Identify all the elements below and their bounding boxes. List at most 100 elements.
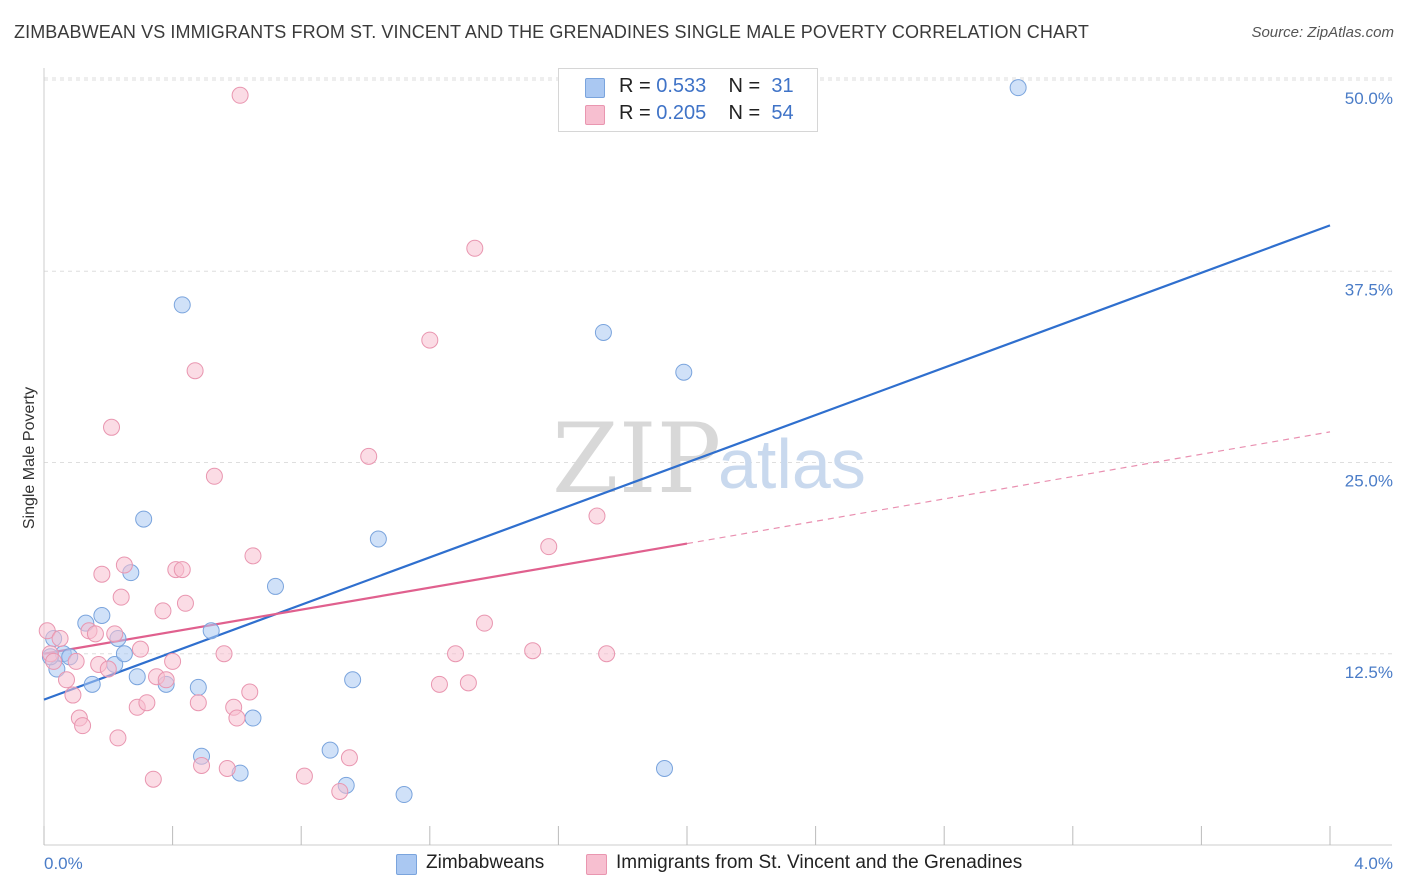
point-immigrants <box>51 629 69 647</box>
point-zimbabweans <box>128 668 146 686</box>
point-immigrants <box>475 614 493 632</box>
watermark-zip: ZIP <box>552 403 721 515</box>
point-immigrants <box>231 86 249 104</box>
point-zimbabweans <box>321 741 339 759</box>
point-immigrants <box>112 588 130 606</box>
point-immigrants <box>154 602 172 620</box>
point-zimbabweans <box>344 671 362 689</box>
y-axis-label: Single Male Poverty <box>21 387 38 529</box>
point-zimbabweans <box>93 607 111 624</box>
point-zimbabweans <box>244 709 262 727</box>
point-immigrants <box>74 717 92 735</box>
legend-n-value: 31 <box>771 75 794 97</box>
legend-n-value: 54 <box>771 102 794 124</box>
point-immigrants <box>430 675 448 693</box>
y-tick-label: 25.0% <box>1345 472 1393 491</box>
point-immigrants <box>93 565 111 583</box>
point-immigrants <box>64 686 82 704</box>
chart-title: ZIMBABWEAN VS IMMIGRANTS FROM ST. VINCEN… <box>14 22 1089 42</box>
point-immigrants <box>106 625 124 643</box>
point-immigrants <box>215 645 233 663</box>
legend-n-label: N = <box>728 75 761 97</box>
point-immigrants <box>103 418 121 436</box>
point-zimbabweans <box>266 577 284 595</box>
trend-lines <box>43 224 1331 701</box>
point-zimbabweans <box>655 760 673 777</box>
point-zimbabweans <box>202 622 220 640</box>
point-immigrants <box>360 447 378 465</box>
point-immigrants <box>45 652 63 670</box>
point-immigrants <box>228 709 246 727</box>
series-swatch-pink <box>586 854 607 875</box>
point-zimbabweans <box>675 363 693 381</box>
point-immigrants <box>186 362 204 380</box>
point-immigrants <box>189 694 207 712</box>
series-name: Zimbabweans <box>426 852 545 873</box>
trend-line-immigrants-extension <box>686 431 1331 545</box>
point-immigrants <box>164 652 182 670</box>
x-tick-label: 0.0% <box>44 854 83 873</box>
point-immigrants <box>86 625 104 643</box>
trend-line-immigrants <box>43 542 688 655</box>
point-zimbabweans <box>1009 79 1027 97</box>
y-tick-label: 50.0% <box>1345 89 1393 108</box>
series-name: Immigrants from St. Vincent and the Gren… <box>616 852 1023 873</box>
point-immigrants <box>157 671 175 689</box>
point-immigrants <box>524 642 542 660</box>
legend-r-label: R = <box>619 75 651 97</box>
point-immigrants <box>173 561 191 579</box>
point-immigrants <box>295 767 313 785</box>
point-immigrants <box>115 556 133 574</box>
point-zimbabweans <box>83 675 101 693</box>
legend-n-label: N = <box>728 102 761 124</box>
point-immigrants <box>241 683 259 701</box>
point-immigrants <box>58 671 76 689</box>
point-immigrants <box>144 770 162 788</box>
tick-labels: 12.5% 25.0% 37.5% 50.0% 0.0% 4.0% <box>44 89 1393 873</box>
legend-swatch-blue <box>585 78 605 98</box>
correlation-legend: R = 0.533 N = 31 R = 0.205 N = 54 <box>558 68 818 132</box>
trend-line-zimbabweans <box>43 224 1331 701</box>
legend-r-value: 0.533 <box>656 75 707 97</box>
point-zimbabweans <box>135 510 153 528</box>
point-immigrants <box>447 645 465 663</box>
y-tick-label: 12.5% <box>1345 663 1393 682</box>
point-immigrants <box>205 467 223 485</box>
point-zimbabweans <box>395 786 413 804</box>
point-immigrants <box>331 782 349 800</box>
source-label: Source: ZipAtlas.com <box>1251 24 1394 41</box>
point-immigrants <box>340 749 358 767</box>
data-points <box>38 79 1027 804</box>
point-zimbabweans <box>173 296 191 314</box>
point-immigrants <box>67 652 85 670</box>
watermark-atlas: atlas <box>718 425 866 503</box>
y-tick-label: 37.5% <box>1345 280 1393 299</box>
legend-swatch-pink <box>585 105 605 125</box>
point-immigrants <box>109 729 127 747</box>
series-swatch-blue <box>396 854 417 875</box>
point-immigrants <box>466 239 484 257</box>
point-immigrants <box>193 756 211 774</box>
point-immigrants <box>218 760 236 777</box>
point-immigrants <box>459 674 477 692</box>
point-immigrants <box>540 538 558 556</box>
point-zimbabweans <box>594 323 612 341</box>
axes <box>43 68 1392 846</box>
x-tick-label: 4.0% <box>1354 854 1393 873</box>
point-immigrants <box>421 331 439 349</box>
point-zimbabweans <box>369 530 387 548</box>
legend-r-value: 0.205 <box>656 102 707 124</box>
point-zimbabweans <box>189 678 207 696</box>
point-immigrants <box>244 547 262 565</box>
point-immigrants <box>38 622 56 640</box>
point-immigrants <box>176 594 194 612</box>
legend-r-label: R = <box>619 102 651 124</box>
point-immigrants <box>598 645 616 663</box>
point-immigrants <box>588 507 606 525</box>
point-immigrants <box>138 694 156 712</box>
point-zimbabweans <box>115 645 133 663</box>
point-immigrants <box>131 640 149 658</box>
point-immigrants <box>99 660 117 678</box>
grid-lines <box>44 77 1392 655</box>
